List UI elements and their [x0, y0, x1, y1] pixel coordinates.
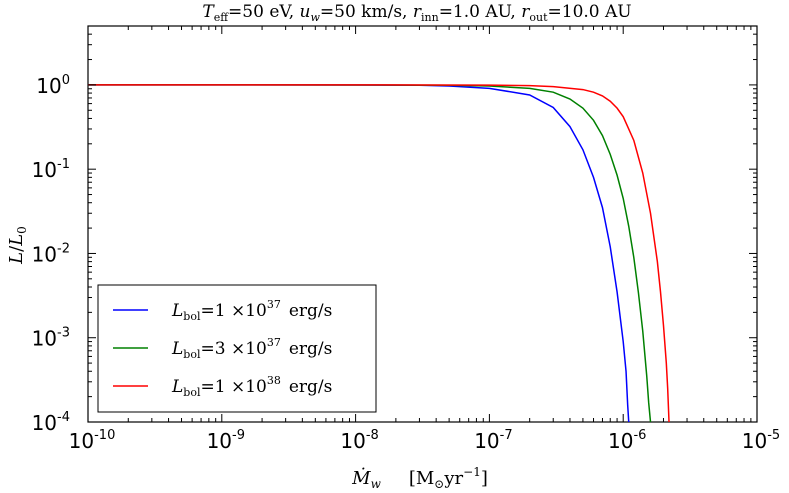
legend-label-3: Lbol=1 ×1038 erg/s [171, 374, 332, 399]
y-tick-label: 10-4 [32, 410, 70, 435]
y-tick-label: 100 [36, 73, 70, 98]
series-line-3 [88, 84, 670, 423]
legend-label-1: Lbol=1 ×1037 erg/s [171, 298, 332, 323]
y-axis-label: L/L0 [6, 226, 29, 265]
tick-layer: 10-10 10-9 10-8 10-7 10-6 10-5 10-4 10-3 10-2 10-… [32, 25, 780, 453]
x-tick-label: 10-9 [207, 428, 245, 453]
legend: Lbol=1 ×1037 erg/s Lbol=3 ×1037 erg/s Lbol=1… [97, 284, 377, 413]
series-layer [88, 84, 670, 423]
plot-area [87, 25, 758, 423]
chart-title: Teff=50 eV, uw=50 km/s, rinn=1.0 AU, rou… [202, 2, 631, 24]
x-tick-label: 10-8 [340, 428, 378, 453]
y-tick-label: 10-3 [32, 326, 70, 351]
y-tick-label: 10-2 [32, 241, 70, 266]
x-tick-label: 10-7 [474, 428, 512, 453]
x-tick-label: 10-6 [608, 428, 646, 453]
axes-frame [87, 25, 758, 423]
x-tick-label: 10-5 [742, 428, 780, 453]
x-tick-label: 10-10 [69, 428, 116, 453]
x-axis-label: Ṁw [M⊙yr−1] [351, 465, 488, 491]
y-tick-label: 10-1 [32, 157, 70, 182]
legend-label-2: Lbol=3 ×1037 erg/s [171, 336, 332, 361]
